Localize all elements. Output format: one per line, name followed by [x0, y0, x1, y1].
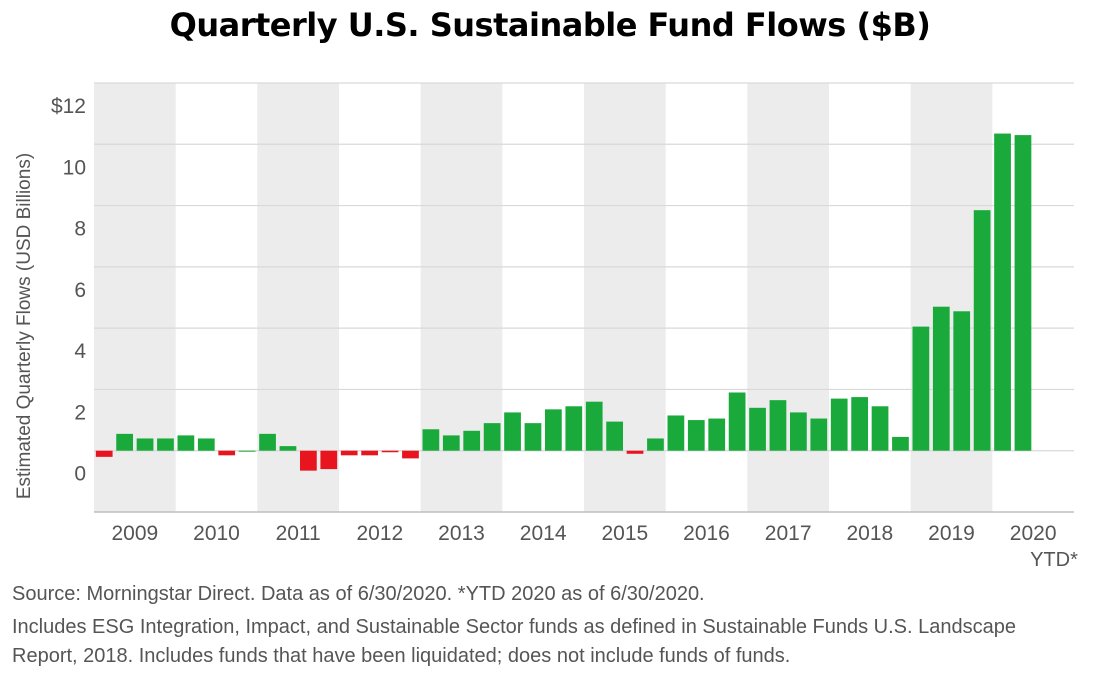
- bar-2018-Q2: [851, 397, 868, 451]
- bar-2013-Q3: [463, 430, 481, 451]
- source-note: Source: Morningstar Direct. Data as of 6…: [12, 583, 705, 605]
- y-tick-label-8: 8: [74, 218, 86, 241]
- bar-2010-Q2: [197, 438, 215, 451]
- bar-2009-Q4: [157, 438, 174, 451]
- bar-2018-Q3: [871, 406, 889, 451]
- bars: [95, 133, 1032, 471]
- bar-2017-Q4: [810, 418, 828, 451]
- bar-2017-Q1: [749, 407, 766, 451]
- bar-2012-Q3: [381, 450, 399, 453]
- bar-2019-Q1: [912, 326, 930, 451]
- y-tick-label-0: 0: [74, 463, 86, 486]
- bar-2011-Q1: [259, 433, 276, 451]
- bar-2009-Q2: [116, 433, 133, 451]
- x-tick-label-2019: 2019: [928, 522, 975, 545]
- ytd-note: YTD*: [1030, 549, 1078, 571]
- y-tick-label-4: 4: [74, 340, 86, 363]
- gridlines: [94, 82, 1074, 513]
- bar-2015-Q1: [585, 401, 603, 451]
- bar-2013-Q2: [442, 435, 460, 451]
- bar-2018-Q4: [892, 436, 909, 451]
- bar-2016-Q4: [728, 392, 746, 451]
- bar-2017-Q2: [769, 400, 787, 451]
- y-tick-label-10: 10: [63, 156, 86, 179]
- x-tick-label-2011: 2011: [276, 522, 321, 545]
- bar-2012-Q2: [361, 450, 378, 456]
- bar-2009-Q3: [136, 438, 154, 451]
- bar-2015-Q3: [626, 450, 644, 454]
- x-tick-label-2012: 2012: [356, 522, 403, 545]
- bar-2019-Q4: [973, 210, 991, 451]
- bar-2012-Q1: [340, 450, 358, 456]
- y-axis-label: Estimated Quarterly Flows (USD Billions): [14, 153, 35, 499]
- chart-title: Quarterly U.S. Sustainable Fund Flows ($…: [169, 6, 931, 44]
- bar-2011-Q2: [279, 446, 297, 451]
- bar-2020-Q2: [1014, 135, 1032, 451]
- x-tick-label-2010: 2010: [193, 522, 240, 545]
- bar-2010-Q1: [177, 435, 195, 451]
- bar-2011-Q4: [320, 450, 338, 470]
- bar-2010-Q3: [218, 450, 236, 456]
- bar-2014-Q1: [504, 412, 521, 451]
- bar-2017-Q3: [790, 412, 807, 451]
- bar-2011-Q3: [300, 450, 317, 471]
- bar-2019-Q2: [932, 306, 950, 451]
- methodology-note-line1: Includes ESG Integration, Impact, and Su…: [12, 616, 1016, 638]
- y-tick-label-12: $12: [51, 95, 86, 118]
- bar-2016-Q2: [687, 420, 705, 451]
- methodology-note-line2: Report, 2018. Includes funds that have b…: [12, 645, 791, 667]
- x-tick-label-2013: 2013: [438, 522, 485, 545]
- bar-2018-Q1: [830, 398, 848, 451]
- bar-2016-Q1: [667, 415, 685, 451]
- bar-2020-Q1: [994, 133, 1011, 451]
- x-tick-label-2018: 2018: [846, 522, 893, 545]
- bar-2015-Q4: [647, 438, 664, 451]
- bar-2013-Q1: [422, 429, 440, 451]
- bar-2019-Q3: [953, 311, 971, 451]
- bar-2010-Q4: [238, 450, 256, 452]
- x-tick-labels: 2009 2010 2011 2012 2013 2014 2015 2016 2017 2018…: [111, 522, 1056, 545]
- bar-2014-Q4: [565, 406, 583, 451]
- y-tick-label-6: 6: [74, 279, 86, 302]
- bar-2014-Q2: [524, 423, 542, 451]
- x-tick-label-2015: 2015: [601, 522, 648, 545]
- x-tick-label-2016: 2016: [683, 522, 730, 545]
- x-tick-label-2020: 2020: [1010, 522, 1057, 545]
- x-tick-label-2014: 2014: [520, 522, 567, 545]
- bar-2016-Q3: [708, 418, 726, 451]
- y-tick-labels: $12 10 8 6 4 2 0: [51, 95, 86, 486]
- bar-2012-Q4: [402, 450, 419, 459]
- bar-2015-Q2: [606, 421, 623, 451]
- x-tick-label-2017: 2017: [765, 522, 812, 545]
- y-tick-label-2: 2: [74, 401, 86, 424]
- bar-2013-Q4: [483, 423, 501, 451]
- bar-2014-Q3: [545, 409, 562, 451]
- x-tick-label-2009: 2009: [111, 522, 158, 545]
- bar-2009-Q1: [95, 450, 113, 457]
